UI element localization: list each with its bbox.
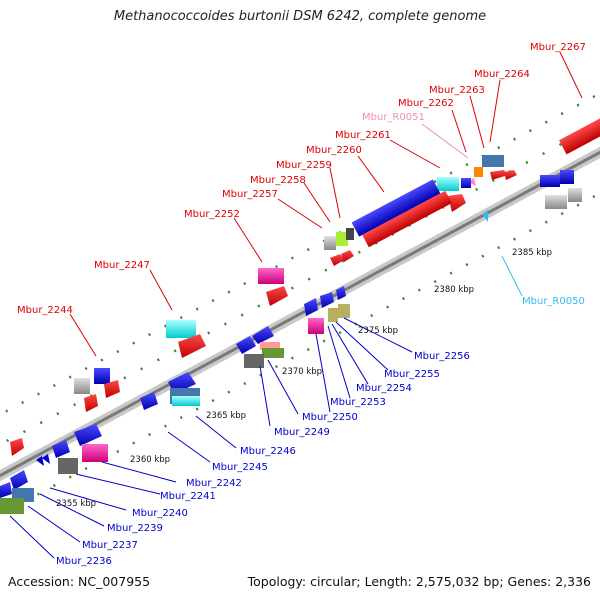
gene-label-mbur-2246[interactable]: Mbur_2246 bbox=[240, 446, 296, 457]
gene-label-mbur-2239[interactable]: Mbur_2239 bbox=[107, 523, 163, 534]
gene-label-mbur-2252[interactable]: Mbur_2252 bbox=[184, 209, 240, 220]
topology-text: Topology: circular; Length: 2,575,032 bp… bbox=[247, 574, 591, 589]
gene-label-mbur-r0050[interactable]: Mbur_R0050 bbox=[522, 296, 585, 307]
ruler-label: 2385 kbp bbox=[512, 248, 552, 258]
ruler-label: 2375 kbp bbox=[358, 326, 398, 336]
gene-label-mbur-2242[interactable]: Mbur_2242 bbox=[186, 478, 242, 489]
accession-text: Accession: NC_007955 bbox=[8, 574, 151, 589]
gene-label-mbur-2249[interactable]: Mbur_2249 bbox=[274, 427, 330, 438]
gene-label-mbur-2245[interactable]: Mbur_2245 bbox=[212, 462, 268, 473]
gene-label-mbur-2258[interactable]: Mbur_2258 bbox=[250, 175, 306, 186]
gene-label-mbur-2267[interactable]: Mbur_2267 bbox=[530, 42, 586, 53]
ruler-label: 2370 kbp bbox=[282, 367, 322, 377]
genome-title: Methanococcoides burtonii DSM 6242, comp… bbox=[113, 9, 487, 24]
reverse-leader-lines bbox=[9, 317, 413, 559]
reverse-genes bbox=[0, 210, 488, 514]
gene-mbur-2267[interactable] bbox=[559, 117, 600, 155]
gene-label-mbur-2255[interactable]: Mbur_2255 bbox=[384, 369, 440, 380]
gene-label-mbur-2259[interactable]: Mbur_2259 bbox=[276, 160, 332, 171]
gene-label-mbur-2257[interactable]: Mbur_2257 bbox=[222, 189, 278, 200]
gene-label-mbur-2237[interactable]: Mbur_2237 bbox=[82, 540, 138, 551]
gene-label-mbur-2256[interactable]: Mbur_2256 bbox=[414, 351, 470, 362]
forward-leader-lines bbox=[69, 51, 583, 357]
forward-genes bbox=[10, 117, 600, 456]
gene-label-mbur-2260[interactable]: Mbur_2260 bbox=[306, 145, 362, 156]
gene-label-mbur-2250[interactable]: Mbur_2250 bbox=[302, 412, 358, 423]
gene-label-mbur-2254[interactable]: Mbur_2254 bbox=[356, 383, 412, 394]
gene-label-mbur-2240[interactable]: Mbur_2240 bbox=[132, 508, 188, 519]
gene-label-mbur-2247[interactable]: Mbur_2247 bbox=[94, 260, 150, 271]
gene-label-mbur-2263[interactable]: Mbur_2263 bbox=[429, 85, 485, 96]
gene-label-mbur-r0051[interactable]: Mbur_R0051 bbox=[362, 112, 425, 123]
gene-label-mbur-2241[interactable]: Mbur_2241 bbox=[160, 491, 216, 502]
gene-label-mbur-2261[interactable]: Mbur_2261 bbox=[335, 130, 391, 141]
ruler-label: 2365 kbp bbox=[206, 411, 246, 421]
gene-label-mbur-2264[interactable]: Mbur_2264 bbox=[474, 69, 530, 80]
ruler-label: 2355 kbp bbox=[56, 499, 96, 509]
gene-label-mbur-2253[interactable]: Mbur_2253 bbox=[330, 397, 386, 408]
ruler-label: 2380 kbp bbox=[434, 285, 474, 295]
gene-label-mbur-2236[interactable]: Mbur_2236 bbox=[56, 556, 112, 567]
ruler-label: 2360 kbp bbox=[130, 455, 170, 465]
lower-inner-tick-row bbox=[0, 191, 600, 517]
gene-label-mbur-2244[interactable]: Mbur_2244 bbox=[17, 305, 73, 316]
gene-block[interactable] bbox=[540, 175, 560, 187]
gene-label-mbur-2262[interactable]: Mbur_2262 bbox=[398, 98, 454, 109]
gene-mbur-2260[interactable] bbox=[351, 179, 441, 237]
